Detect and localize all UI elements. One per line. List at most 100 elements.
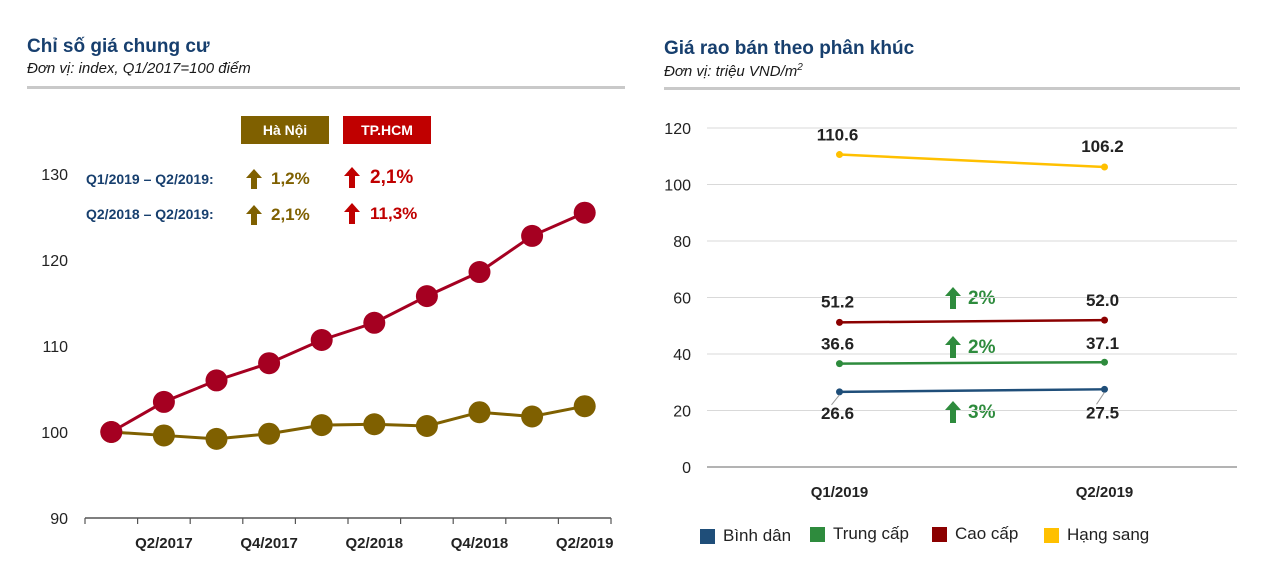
annotation-period-1: Q1/2019 – Q2/2019: [86,171,214,187]
right-series-point-0 [1101,385,1108,393]
right-data-label: 106.2 [1081,137,1124,156]
left-series-point-1 [205,369,228,392]
right-y-tick-label: 0 [682,460,691,477]
left-title-divider [27,86,625,89]
left-series-point-0 [521,405,544,428]
left-x-tick-label: Q2/2019 [556,535,614,552]
right-x-tick-label: Q2/2019 [1076,484,1134,501]
right-x-tick-label: Q1/2019 [811,484,869,501]
right-data-label: 110.6 [817,126,859,145]
right-y-tick-label: 60 [673,291,691,308]
legend-item-trung-cap: Trung cấp [810,524,909,544]
left-y-tick-label: 90 [50,511,68,528]
left-series-point-0 [573,395,596,418]
legend-badge-hanoi: Hà Nội [241,116,329,144]
left-series-point-0 [205,427,228,450]
legend-item-hang-sang: Hạng sang [1044,525,1149,545]
left-series-point-0 [152,424,175,447]
right-data-label: 51.2 [821,292,854,311]
up-arrow-icon [945,336,961,358]
legend-swatch-hang-sang [1044,527,1059,543]
annotation-period-2: Q2/2018 – Q2/2019: [86,206,214,222]
legend-label-binh-dan: Bình dân [723,526,792,545]
left-chart-subtitle: Đơn vị: index, Q1/2017=100 điểm [27,60,251,77]
left-y-tick-label: 100 [41,425,68,442]
right-label-leader-line [1096,392,1105,405]
annotation-hcm-2: 11,3% [370,204,418,223]
left-x-tick-label: Q4/2018 [451,535,509,552]
left-series-point-1 [415,285,438,308]
annotation-hcm-1: 2,1% [370,167,414,188]
up-arrow-icon [945,401,961,423]
right-data-label: 27.5 [1086,403,1119,422]
right-chart-subtitle: Đơn vị: triệu VND/m2 [664,62,803,80]
left-chart-title: Chỉ số giá chung cư [27,36,210,57]
right-series-point-3 [836,151,843,159]
right-data-label: 36.6 [821,335,854,354]
right-subtitle-sup: 2 [797,62,803,73]
growth-label-binh-dan: 3% [968,402,996,423]
left-series-point-1 [258,352,281,375]
left-series-point-1 [521,224,544,247]
left-series-point-1 [100,421,123,443]
legend-label-hang-sang: Hạng sang [1067,525,1150,544]
right-series-point-0 [836,388,843,396]
up-arrow-icon [246,169,262,189]
legend-label-trung-cap: Trung cấp [833,524,909,543]
left-series-point-1 [468,261,491,284]
right-series-point-1 [836,360,843,368]
left-series-point-0 [258,422,281,445]
right-data-label: 37.1 [1086,334,1119,353]
legend-badge-hcm: TP.HCM [343,116,431,144]
left-x-tick-label: Q2/2018 [346,535,404,552]
left-y-tick-label: 120 [41,253,68,270]
right-data-label: 52.0 [1086,291,1119,310]
left-series-point-1 [152,390,175,413]
legend-label-cao-cap: Cao cấp [955,524,1019,543]
left-series-line-1 [110,211,586,434]
right-series-line-1 [839,360,1105,365]
right-y-tick-label: 80 [673,234,691,251]
right-series-line-3 [839,153,1105,169]
right-label-leader-line [831,394,840,406]
right-y-tick-label: 40 [673,347,691,364]
annotation-hanoi-2: 2,1% [271,205,310,224]
right-title-divider [664,87,1240,90]
annotation-hanoi-1: 1,2% [271,169,310,188]
right-subtitle-text: Đơn vị: triệu VND/m [664,63,798,80]
right-y-tick-label: 20 [673,404,691,421]
legend-swatch-cao-cap [932,526,947,542]
legend-item-binh-dan: Bình dân [700,526,791,546]
right-y-tick-label: 100 [664,178,691,195]
left-series-point-1 [573,201,596,224]
legend-item-cao-cap: Cao cấp [932,524,1018,544]
up-arrow-icon [246,205,262,225]
left-series-point-0 [415,414,438,437]
up-arrow-icon [344,203,360,224]
growth-label-trung-cap: 2% [968,337,996,358]
left-series-point-1 [363,311,386,334]
left-y-tick-label: 110 [42,339,68,356]
right-data-label: 26.6 [821,404,854,423]
right-series-point-2 [836,318,843,326]
right-chart-title: Giá rao bán theo phân khúc [664,38,915,59]
left-series-point-1 [310,328,333,351]
left-series-point-0 [468,401,491,424]
legend-swatch-binh-dan [700,528,715,544]
right-series-line-0 [839,388,1105,394]
left-x-tick-label: Q2/2017 [135,535,193,552]
right-series-point-3 [1101,163,1108,171]
right-y-tick-label: 120 [664,121,691,138]
left-series-line-0 [111,404,585,441]
left-x-tick-label: Q4/2017 [240,535,298,552]
legend-swatch-trung-cap [810,526,825,542]
right-series-point-2 [1101,316,1108,324]
growth-label-cao-cap: 2% [968,288,996,309]
right-series-point-1 [1101,358,1108,366]
left-y-tick-label: 130 [41,167,68,184]
right-series-line-2 [839,318,1105,324]
left-series-point-0 [310,414,333,437]
up-arrow-icon [945,287,961,309]
left-series-point-0 [363,413,386,436]
